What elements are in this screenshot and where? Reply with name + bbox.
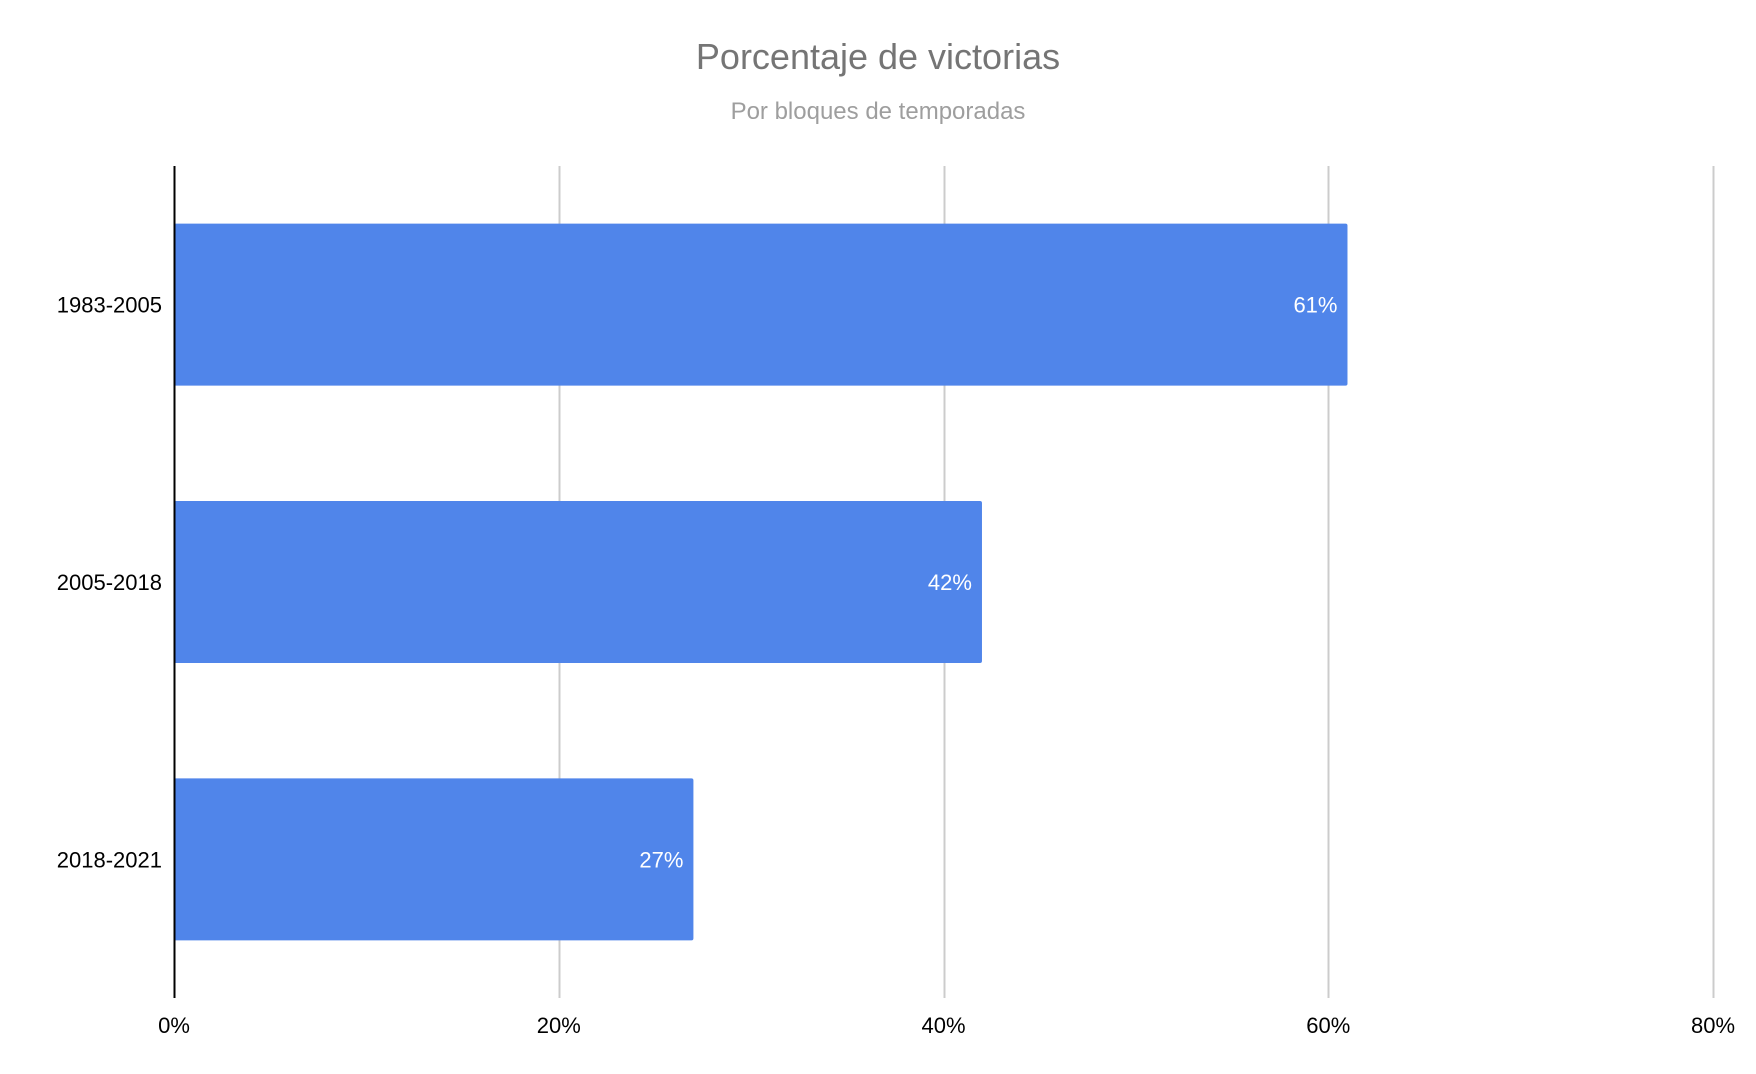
bar-data-label: 27%	[639, 847, 683, 872]
bar-1983-2005	[174, 223, 1348, 386]
labels: 0% 20% 40% 60% 80% 1983-2005 61% 2005-2018 42% 20…	[57, 293, 1735, 1038]
bars	[174, 223, 1348, 941]
x-tick-label: 80%	[1691, 1013, 1735, 1038]
bar-2005-2018	[174, 501, 982, 663]
bar-data-label: 42%	[928, 570, 972, 595]
bar-data-label: 61%	[1293, 293, 1337, 318]
x-tick-label: 0%	[158, 1013, 190, 1038]
y-category-label: 2018-2021	[57, 847, 162, 872]
y-category-label: 1983-2005	[57, 293, 162, 318]
y-category-label: 2005-2018	[57, 570, 162, 595]
chart-title: Porcentaje de victorias	[695, 36, 1061, 77]
x-tick-label: 40%	[921, 1013, 965, 1038]
x-tick-label: 20%	[537, 1013, 581, 1038]
chart-subtitle: Por bloques de temporadas	[730, 98, 1026, 125]
x-tick-label: 60%	[1306, 1013, 1350, 1038]
bar-2018-2021	[174, 778, 694, 941]
